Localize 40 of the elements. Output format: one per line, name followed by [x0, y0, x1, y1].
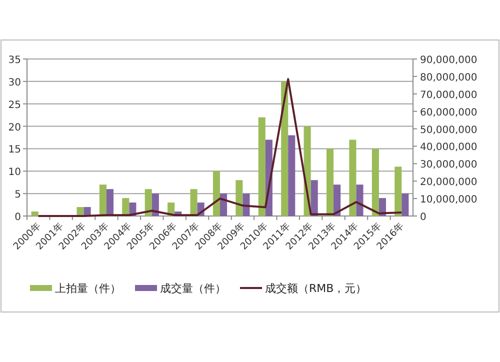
bar	[236, 180, 243, 216]
y2-tick-label: 90,000,000	[420, 55, 478, 66]
legend-label: 上拍量（件）	[55, 282, 121, 295]
y-tick-label: 20	[8, 122, 21, 134]
y2-tick-label: 20,000,000	[420, 177, 478, 188]
y2-tick-label: 60,000,000	[420, 107, 478, 118]
y-tick-label: 15	[8, 144, 21, 156]
y-tick-label: 25	[8, 100, 21, 111]
bar	[372, 148, 379, 216]
bar	[326, 148, 334, 216]
y-tick-label: 0	[14, 212, 21, 223]
bar	[190, 189, 198, 216]
bar	[334, 184, 341, 216]
bar	[356, 184, 364, 216]
legend-label: 成交量（件）	[160, 282, 226, 295]
y2-tick-label: 40,000,000	[420, 142, 478, 154]
y-tick-label: 5	[14, 190, 21, 201]
y2-tick-label: 70,000,000	[420, 90, 478, 101]
bar	[349, 140, 356, 216]
bar	[220, 194, 228, 216]
y-tick-label: 30	[8, 77, 21, 88]
bar	[310, 180, 318, 216]
y2-tick-label: 80,000,000	[420, 72, 478, 84]
y2-tick-label: 30,000,000	[420, 160, 478, 171]
bar	[212, 171, 220, 216]
bar	[402, 194, 409, 216]
bar	[144, 189, 152, 216]
bar	[394, 166, 402, 216]
bar	[281, 81, 288, 216]
bar	[99, 184, 106, 216]
bar	[106, 189, 114, 216]
legend-label: 成交额（RMB，元）	[265, 282, 367, 295]
y-tick-label: 10	[8, 167, 21, 178]
y2-tick-label: 0	[420, 212, 426, 223]
y2-tick-label: 10,000,000	[420, 194, 478, 206]
bar	[31, 212, 38, 216]
y2-tick-label: 50,000,000	[420, 124, 478, 136]
y-tick-label: 35	[8, 55, 21, 66]
bar	[258, 117, 266, 216]
bar	[288, 135, 296, 216]
